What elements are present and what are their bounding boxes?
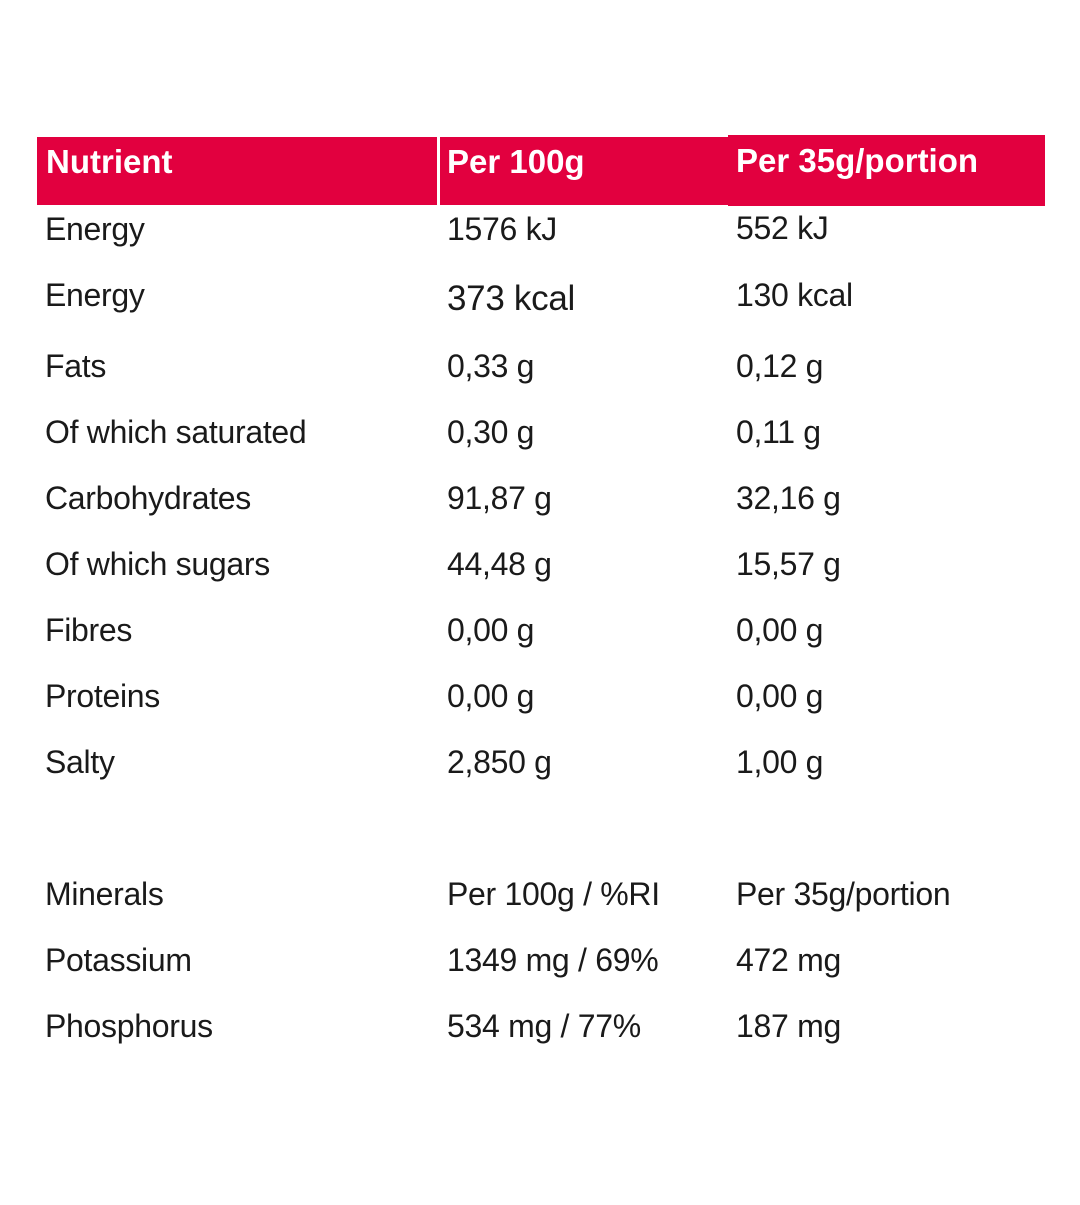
row-label: Salty [45,744,115,780]
mineral-per-portion: 187 mg [736,1008,841,1044]
row-label: Proteins [45,678,160,714]
row-per-100g: 0,00 g [447,678,535,714]
minerals-header-per-portion: Per 35g/portion [736,876,951,912]
header-per-100g: Per 100g [440,137,728,205]
row-label: Of which saturated [45,414,307,450]
row-per-portion: 0,00 g [736,678,824,714]
row-per-portion: 1,00 g [736,744,824,780]
row-per-portion: 0,00 g [736,612,824,648]
row-per-100g: 0,30 g [447,414,535,450]
row-per-100g: 0,33 g [447,348,535,384]
row-per-100g: 91,87 g [447,480,552,516]
row-label: Fats [45,348,107,384]
row-label: Fibres [45,612,133,648]
row-label: Carbohydrates [45,480,251,516]
mineral-per-portion: 472 mg [736,942,841,978]
row-per-portion: 15,57 g [736,546,841,582]
mineral-label: Phosphorus [45,1008,213,1044]
mineral-per-100g: 534 mg / 77% [447,1008,641,1044]
minerals-header-label: Minerals [45,876,164,912]
row-per-portion: 0,11 g [736,414,821,450]
row-per-portion: 130 kcal [736,277,853,313]
row-per-100g: 2,850 g [447,744,552,780]
row-label: Energy [45,211,145,247]
row-per-100g: 44,48 g [447,546,552,582]
mineral-per-100g: 1349 mg / 69% [447,942,659,978]
row-label: Energy [45,277,145,313]
minerals-header-per-100g: Per 100g / %RI [447,876,660,912]
row-per-100g: 0,00 g [447,612,535,648]
row-per-100g: 373 kcal [447,279,575,318]
header-nutrient: Nutrient [37,137,437,205]
row-per-portion: 32,16 g [736,480,841,516]
mineral-label: Potassium [45,942,192,978]
row-label: Of which sugars [45,546,270,582]
row-per-portion: 552 kJ [736,210,829,246]
row-per-portion: 0,12 g [736,348,824,384]
header-per-portion: Per 35g/portion [728,135,1045,206]
row-per-100g: 1576 kJ [447,211,557,247]
